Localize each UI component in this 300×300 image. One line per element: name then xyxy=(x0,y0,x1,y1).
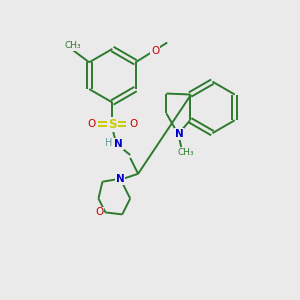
Text: N: N xyxy=(116,174,125,184)
Text: N: N xyxy=(175,129,184,139)
Text: H: H xyxy=(105,138,112,148)
Text: O: O xyxy=(151,46,160,56)
Text: CH₃: CH₃ xyxy=(178,148,194,158)
Text: O: O xyxy=(95,207,104,218)
Text: N: N xyxy=(114,139,123,149)
Text: O: O xyxy=(129,119,137,129)
Text: O: O xyxy=(87,119,96,129)
Text: CH₃: CH₃ xyxy=(64,41,81,50)
Text: S: S xyxy=(108,118,117,131)
